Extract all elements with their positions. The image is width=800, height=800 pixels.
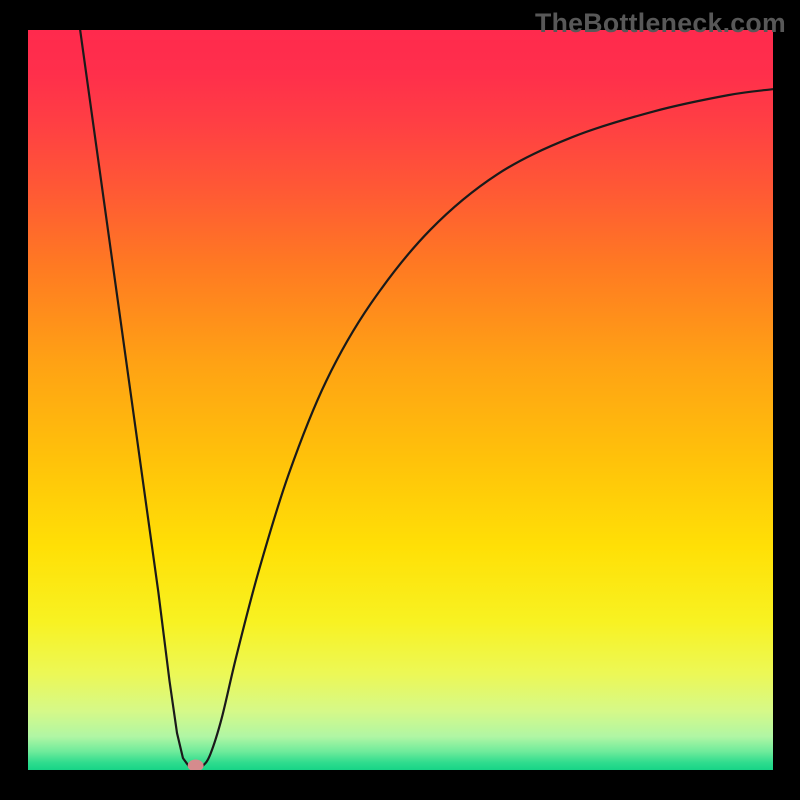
chart-outer-frame: TheBottleneck.com xyxy=(0,0,800,800)
minimum-marker xyxy=(188,760,204,772)
watermark-text: TheBottleneck.com xyxy=(535,8,786,39)
heat-gradient-field xyxy=(28,30,773,770)
bottleneck-curve-plot xyxy=(0,0,800,800)
